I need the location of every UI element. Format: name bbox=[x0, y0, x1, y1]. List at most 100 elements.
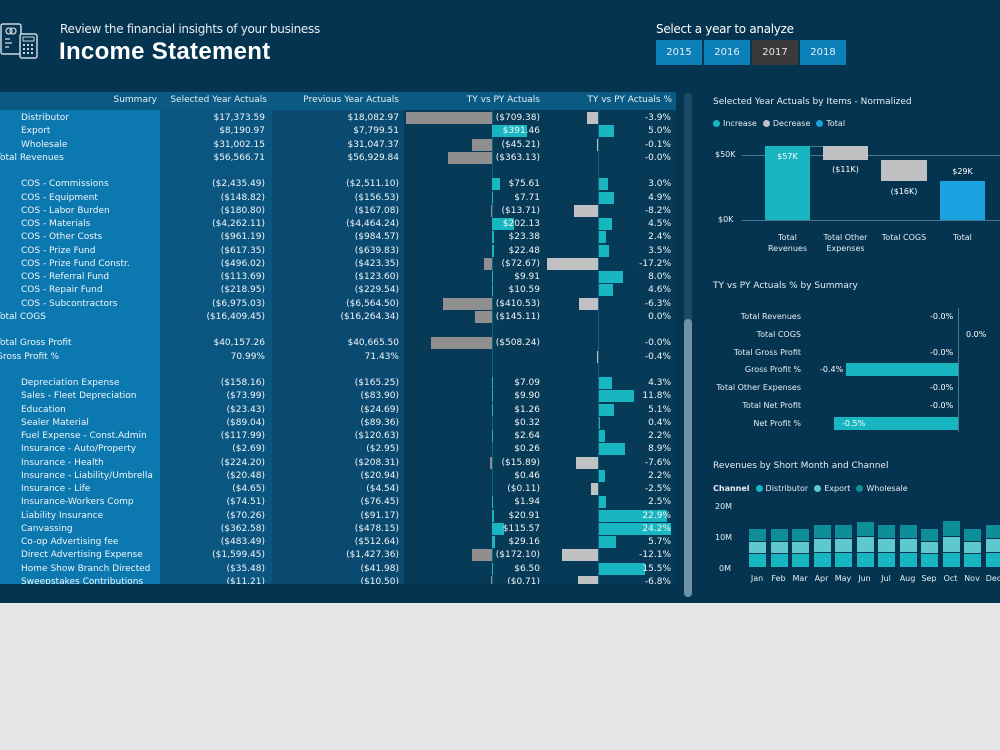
revenue-bar-wholesale[interactable] bbox=[921, 529, 938, 542]
table-row[interactable]: Home Show Branch Directed ($35.48) ($41.98… bbox=[0, 562, 676, 576]
revenue-bar-export[interactable] bbox=[964, 542, 981, 554]
table-scrollbar[interactable] bbox=[684, 93, 692, 597]
revenue-bar-distributor[interactable] bbox=[942, 552, 960, 567]
revenue-bar-export[interactable] bbox=[835, 539, 852, 553]
revenue-bar-distributor[interactable] bbox=[899, 553, 917, 567]
revenue-bar-wholesale[interactable] bbox=[856, 521, 874, 536]
revenue-bar-distributor[interactable] bbox=[878, 553, 895, 567]
revenue-bar-export[interactable] bbox=[770, 541, 788, 554]
revenue-bar-distributor[interactable] bbox=[985, 553, 1000, 567]
revenue-bar-distributor[interactable] bbox=[835, 553, 852, 567]
waterfall-bar-other-expenses[interactable] bbox=[823, 146, 868, 160]
legend-decrease: Decrease bbox=[772, 119, 811, 128]
revenue-bar-distributor[interactable] bbox=[792, 554, 809, 567]
revenues-ytick-20m: 20M bbox=[715, 502, 733, 511]
table-row[interactable]: COS - Labor Burden ($180.80) ($167.08) ($13… bbox=[0, 204, 676, 218]
table-row[interactable]: Total Gross Profit $40,157.26 $40,665.50 ($… bbox=[0, 337, 676, 350]
table-row[interactable]: COS - Other Costs ($961.19) ($984.57) $23.3… bbox=[0, 231, 676, 244]
selected-year-cell: ($89.04) bbox=[226, 417, 265, 428]
revenue-bar-export[interactable] bbox=[985, 539, 1000, 553]
table-row[interactable]: Insurance - Health ($224.20) ($208.31) ($15… bbox=[0, 456, 676, 470]
revenue-bar-wholesale[interactable] bbox=[985, 525, 1000, 539]
revenue-bar-export[interactable] bbox=[792, 541, 809, 554]
revenue-bar-distributor[interactable] bbox=[964, 554, 981, 567]
table-row[interactable]: Sales - Fleet Depreciation ($73.99) ($83.9… bbox=[0, 390, 676, 403]
revenue-bar-wholesale[interactable] bbox=[792, 529, 809, 541]
table-row[interactable]: Depreciation Expense ($158.16) ($165.25) $7… bbox=[0, 377, 676, 390]
table-row[interactable]: COS - Equipment ($148.82) ($156.53) $7.71 4.… bbox=[0, 191, 676, 205]
revenue-bar-wholesale[interactable] bbox=[878, 525, 895, 539]
variance-pct-bar bbox=[599, 416, 600, 429]
table-row[interactable]: Canvassing ($362.58) ($478.15) $115.57 24.2% bbox=[0, 522, 676, 536]
revenue-bar-distributor[interactable] bbox=[770, 554, 788, 567]
header-previous-year[interactable]: Previous Year Actuals bbox=[303, 95, 399, 105]
revenue-bar-export[interactable] bbox=[942, 537, 960, 552]
table-row[interactable]: COS - Referral Fund ($113.69) ($123.60) $9.… bbox=[0, 271, 676, 284]
table-row[interactable]: Education ($23.43) ($24.69) $1.26 5.1% bbox=[0, 403, 676, 417]
table-row[interactable]: COS - Subcontractors ($6,975.03) ($6,564.5… bbox=[0, 297, 676, 311]
variance-pct-cell: -8.2% bbox=[644, 205, 671, 216]
table-row[interactable]: Co-op Advertising fee ($483.49) ($512.64) $… bbox=[0, 536, 676, 549]
revenue-bar-export[interactable] bbox=[749, 541, 766, 554]
pct-summary-bar[interactable] bbox=[846, 363, 958, 377]
revenue-bar-wholesale[interactable] bbox=[942, 520, 960, 536]
table-row[interactable]: Fuel Expense - Const.Admin ($117.99) ($120… bbox=[0, 430, 676, 443]
table-row[interactable]: Insurance - Life ($4.65) ($4.54) ($0.11) -2.… bbox=[0, 483, 676, 496]
table-row[interactable]: COS - Repair Fund ($218.95) ($229.54) $10.5… bbox=[0, 284, 676, 297]
variance-pct-cell: 8.9% bbox=[648, 444, 671, 455]
table-row[interactable]: Direct Advertising Expense ($1,599.45) ($1… bbox=[0, 549, 676, 562]
revenue-bar-wholesale[interactable] bbox=[749, 529, 766, 541]
revenue-bar-distributor[interactable] bbox=[749, 554, 766, 567]
revenue-bar-export[interactable] bbox=[921, 542, 938, 554]
year-button-2016[interactable]: 2016 bbox=[704, 40, 750, 65]
year-button-2017[interactable]: 2017 bbox=[752, 40, 798, 65]
pct-summary-bar[interactable] bbox=[834, 416, 958, 430]
pct-summary-label: Gross Profit % bbox=[744, 365, 801, 375]
table-row[interactable]: Total COGS ($16,409.45) ($16,264.34) ($145.… bbox=[0, 310, 676, 324]
month-label: Mar bbox=[792, 574, 808, 583]
revenue-bar-export[interactable] bbox=[878, 539, 895, 553]
table-row[interactable]: Insurance - Auto/Property ($2.69) ($2.95) $… bbox=[0, 443, 676, 456]
revenue-bar-distributor[interactable] bbox=[856, 552, 874, 567]
revenue-bar-distributor[interactable] bbox=[921, 554, 938, 567]
table-row[interactable]: Sealer Material ($89.04) ($89.36) $0.32 0.4% bbox=[0, 416, 676, 430]
table-row[interactable]: Distributor $17,373.59 $18,082.97 ($709.38)… bbox=[0, 112, 676, 125]
revenue-bar-distributor[interactable] bbox=[813, 553, 831, 567]
table-row[interactable]: Sweepstakes Contributions ($11.21) ($10.50… bbox=[0, 575, 676, 584]
table-row[interactable]: COS - Materials ($4,262.11) ($4,464.24) $20… bbox=[0, 218, 676, 231]
selected-year-cell: $31,002.15 bbox=[213, 139, 265, 150]
table-row[interactable]: Wholesale $31,002.15 $31,047.37 ($45.21) -0.… bbox=[0, 138, 676, 152]
variance-pct-bar bbox=[599, 443, 625, 456]
table-row[interactable]: Gross Profit % 70.99% 71.43% -0.4% bbox=[0, 350, 676, 364]
table-row[interactable]: Liability Insurance ($70.26) ($91.17) $20.9… bbox=[0, 509, 676, 523]
revenue-bar-export[interactable] bbox=[856, 537, 874, 552]
revenue-bar-export[interactable] bbox=[813, 539, 831, 553]
waterfall-bar-total[interactable] bbox=[940, 181, 985, 220]
variance-pct-bar bbox=[597, 350, 598, 363]
header-selected-year[interactable]: Selected Year Actuals bbox=[170, 95, 267, 105]
table-row[interactable]: Insurance - Liability/Umbrella ($20.48) ($… bbox=[0, 469, 676, 483]
revenue-bar-wholesale[interactable] bbox=[813, 525, 831, 539]
revenue-bar-export[interactable] bbox=[899, 539, 917, 553]
finance-calculator-icon bbox=[0, 22, 40, 62]
revenue-bar-wholesale[interactable] bbox=[835, 525, 852, 539]
table-row[interactable]: COS - Prize Fund ($617.35) ($639.83) $22.48… bbox=[0, 244, 676, 258]
header-summary[interactable]: Summary bbox=[113, 95, 158, 105]
waterfall-bar-total-revenues[interactable] bbox=[765, 146, 810, 220]
scrollbar-thumb[interactable] bbox=[684, 319, 692, 597]
variance-bar bbox=[491, 575, 492, 584]
waterfall-bar-cogs[interactable] bbox=[881, 160, 927, 181]
table-row[interactable]: Export $8,190.97 $7,799.51 $391.46 5.0% bbox=[0, 125, 676, 138]
header-ty-vs-py[interactable]: TY vs PY Actuals bbox=[466, 95, 540, 105]
table-row[interactable]: COS - Commissions ($2,435.49) ($2,511.10) $… bbox=[0, 178, 676, 191]
year-button-2015[interactable]: 2015 bbox=[656, 40, 702, 65]
year-button-2018[interactable]: 2018 bbox=[800, 40, 846, 65]
table-row[interactable]: Insurance-Workers Comp ($74.51) ($76.45) $1… bbox=[0, 496, 676, 509]
table-row[interactable]: COS - Prize Fund Constr. ($496.02) ($423.3… bbox=[0, 257, 676, 271]
revenue-bar-wholesale[interactable] bbox=[964, 529, 981, 542]
header-ty-vs-py-pct[interactable]: TY vs PY Actuals % bbox=[587, 95, 672, 105]
revenue-bar-wholesale[interactable] bbox=[770, 529, 788, 541]
revenues-chart-title: Revenues by Short Month and Channel bbox=[713, 461, 889, 471]
table-row[interactable]: Total Revenues $56,566.71 $56,929.84 ($363.… bbox=[0, 151, 676, 165]
revenue-bar-wholesale[interactable] bbox=[899, 525, 917, 539]
